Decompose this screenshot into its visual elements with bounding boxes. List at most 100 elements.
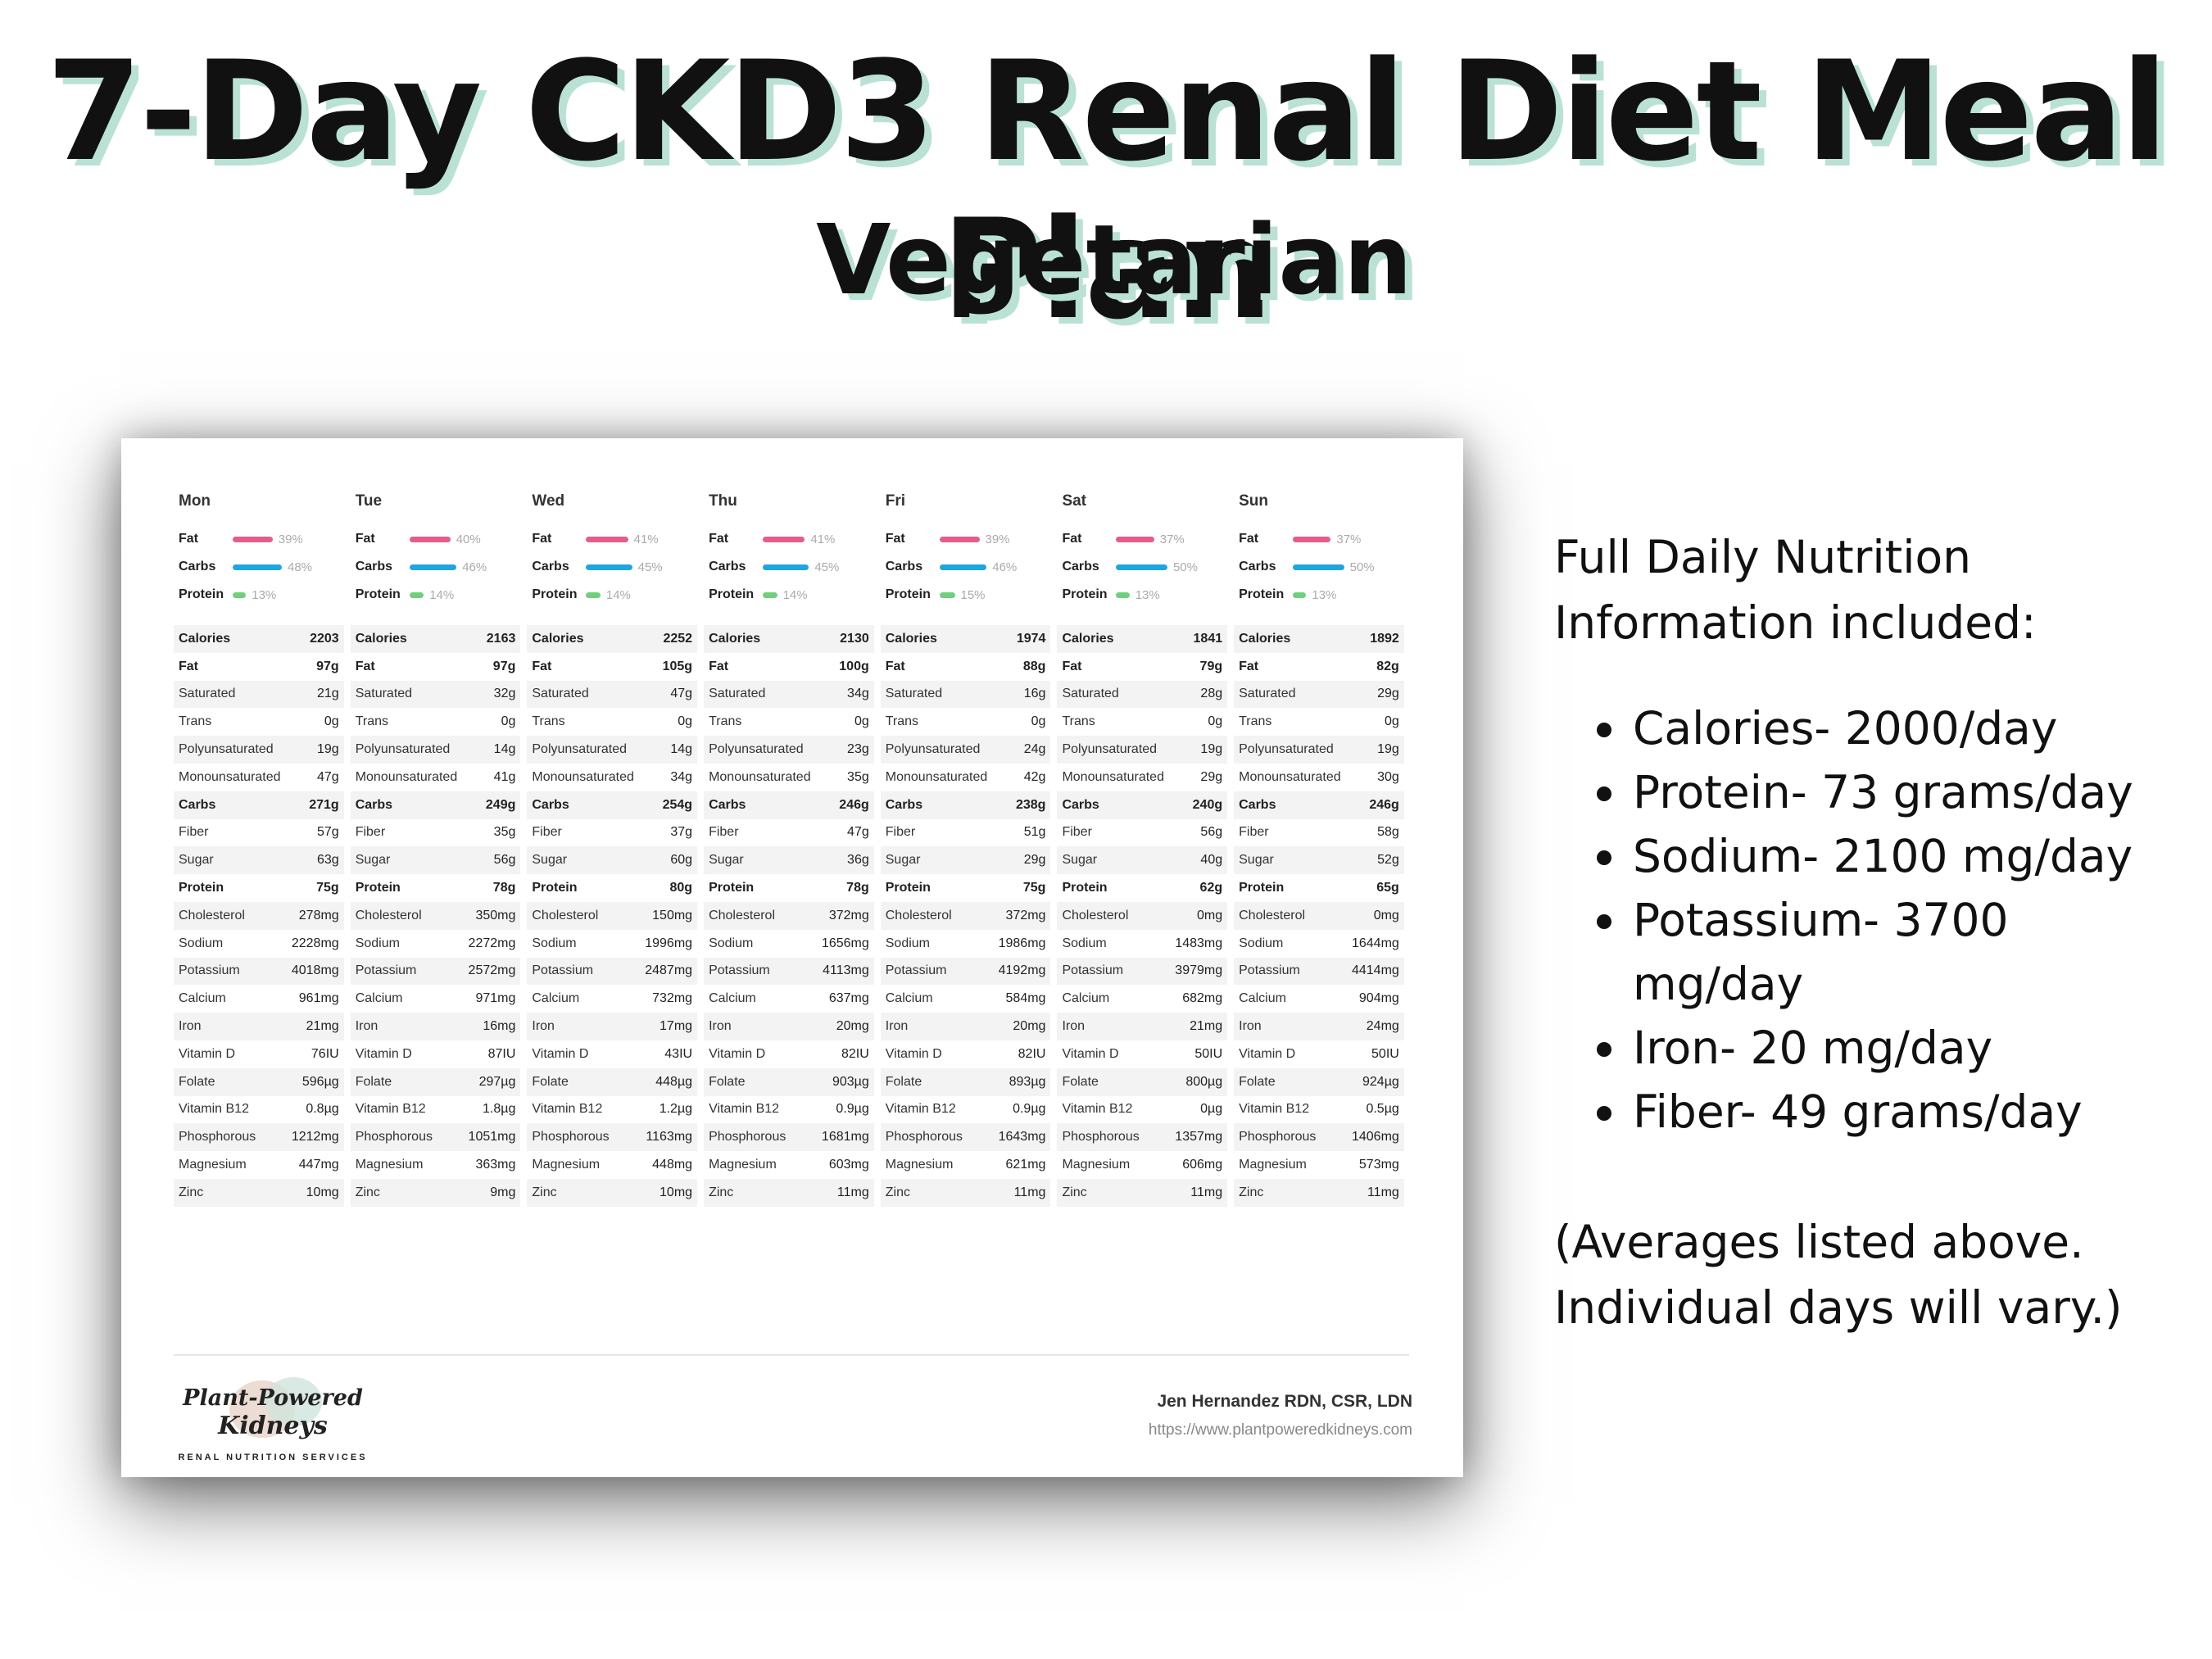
nutrition-row: Sodium 1996mg bbox=[527, 930, 697, 958]
macro-row-protein: Protein 15% bbox=[886, 581, 1051, 609]
macro-percent: 41% bbox=[810, 532, 836, 546]
nutrition-table: Calories 2203 Fat 97g Saturated 21g Trans 0g Pol… bbox=[174, 625, 344, 1207]
nutrition-row: Magnesium 621mg bbox=[881, 1151, 1051, 1179]
nutrition-row: Polyunsaturated 23g bbox=[704, 736, 874, 764]
nutrient-label: Saturated bbox=[1062, 687, 1119, 701]
nutrient-label: Magnesium bbox=[709, 1158, 777, 1172]
macro-percent: 40% bbox=[456, 532, 481, 546]
info-list-item: Calories- 2000/day bbox=[1597, 696, 2193, 760]
nutrition-table: Calories 2252 Fat 105g Saturated 47g Trans 0g Po… bbox=[527, 625, 698, 1207]
nutrient-label: Calcium bbox=[1062, 991, 1110, 1006]
nutrition-row: Folate 297µg bbox=[350, 1067, 521, 1096]
nutrition-row: Carbs 240g bbox=[1057, 791, 1228, 819]
nutrition-row: Vitamin D 50IU bbox=[1234, 1040, 1404, 1068]
nutrient-value: 971mg bbox=[475, 991, 516, 1006]
macro-row-fat: Fat 37% bbox=[1062, 525, 1227, 553]
nutrient-label: Vitamin B12 bbox=[1239, 1102, 1310, 1117]
nutrition-row: Folate 596µg bbox=[174, 1067, 344, 1096]
nutrient-label: Cholesterol bbox=[355, 908, 422, 922]
nutrient-value: 0g bbox=[678, 714, 693, 729]
nutrient-value: 246g bbox=[1369, 797, 1399, 812]
nutrition-row: Sugar 40g bbox=[1057, 846, 1228, 875]
nutrition-row: Cholesterol 372mg bbox=[704, 901, 874, 930]
macro-label: Fat bbox=[355, 532, 375, 546]
nutrient-value: 14g bbox=[670, 742, 693, 757]
nutrition-row: Saturated 16g bbox=[880, 680, 1051, 709]
macro-percent: 13% bbox=[1135, 587, 1160, 602]
nutrition-row: Vitamin B12 1.8µg bbox=[351, 1096, 521, 1124]
nutrient-value: 58g bbox=[1377, 825, 1399, 840]
nutrient-label: Polyunsaturated bbox=[1239, 742, 1334, 757]
nutrient-label: Sugar bbox=[709, 853, 744, 868]
nutrition-row: Protein 65g bbox=[1234, 874, 1404, 902]
macro-bar-fat bbox=[939, 536, 980, 542]
macro-label: Carbs bbox=[1062, 560, 1099, 573]
nutrient-label: Trans bbox=[1062, 714, 1095, 729]
nutrition-row: Fiber 35g bbox=[351, 819, 521, 847]
nutrient-label: Carbs bbox=[179, 797, 216, 812]
info-heading-line: Information included: bbox=[1554, 596, 2037, 649]
macro-bar-fat bbox=[1293, 536, 1331, 542]
day-column-wed: Wed Fat 41% Carbs 45% Protein 14% Calories 2252 F… bbox=[527, 492, 704, 1207]
nutrition-row: Zinc 11mg bbox=[1057, 1178, 1228, 1207]
nutrition-row: Sodium 2272mg bbox=[351, 930, 521, 958]
nutrition-row: Fiber 58g bbox=[1234, 819, 1404, 847]
nutrient-value: 150mg bbox=[652, 908, 693, 922]
nutrition-row: Cholesterol 372mg bbox=[880, 901, 1051, 930]
nutrition-row: Calories 2163 bbox=[350, 625, 521, 653]
day-name: Tue bbox=[355, 492, 383, 510]
nutrient-value: 363mg bbox=[475, 1158, 516, 1172]
logo-blob bbox=[265, 1377, 322, 1426]
nutrient-value: 0.9µg bbox=[1013, 1102, 1046, 1117]
nutrient-label: Monounsaturated bbox=[885, 769, 988, 784]
macro-row-fat: Fat 37% bbox=[1239, 525, 1404, 553]
nutrient-label: Magnesium bbox=[885, 1158, 954, 1172]
nutrient-value: 961mg bbox=[298, 991, 339, 1006]
nutrition-row: Sugar 36g bbox=[704, 846, 874, 875]
macro-label: Fat bbox=[885, 532, 905, 546]
nutrient-label: Polyunsaturated bbox=[1062, 742, 1158, 757]
nutrient-value: 79g bbox=[1199, 659, 1223, 673]
nutrient-value: 903µg bbox=[832, 1074, 869, 1089]
nutrition-row: Phosphorous 1681mg bbox=[704, 1123, 874, 1152]
macro-percent: 37% bbox=[1159, 532, 1185, 546]
nutrient-label: Zinc bbox=[885, 1185, 910, 1199]
nutrient-value: 20mg bbox=[1013, 1019, 1046, 1034]
nutrition-row: Potassium 4414mg bbox=[1234, 957, 1404, 986]
macro-row-fat: Fat 39% bbox=[886, 525, 1051, 553]
macro-label: Protein bbox=[1062, 587, 1108, 601]
nutrient-value: 10mg bbox=[660, 1185, 693, 1199]
nutrient-label: Vitamin D bbox=[709, 1046, 766, 1061]
nutrient-label: Protein bbox=[1062, 881, 1108, 895]
macro-label: Carbs bbox=[355, 560, 393, 573]
nutrition-row: Vitamin B12 1.2µg bbox=[527, 1096, 697, 1124]
macro-row-protein: Protein 13% bbox=[179, 581, 344, 609]
nutrient-label: Magnesium bbox=[532, 1158, 601, 1172]
nutrient-value: 80g bbox=[669, 881, 693, 895]
day-name: Mon bbox=[179, 492, 211, 510]
nutrient-value: 240g bbox=[1192, 797, 1223, 812]
nutrition-row: Potassium 2487mg bbox=[527, 957, 698, 986]
info-list-item: Protein- 73 grams/day bbox=[1597, 760, 2193, 824]
nutrient-label: Phosphorous bbox=[1239, 1130, 1317, 1145]
nutrition-row: Vitamin D 82IU bbox=[881, 1040, 1051, 1068]
nutrition-row: Iron 20mg bbox=[704, 1013, 874, 1040]
nutrient-value: 56g bbox=[493, 853, 516, 868]
nutrition-row: Cholesterol 0mg bbox=[1234, 901, 1404, 930]
nutrient-label: Vitamin B12 bbox=[709, 1102, 780, 1117]
nutrient-value: 20mg bbox=[836, 1019, 869, 1034]
macro-percent: 48% bbox=[288, 560, 313, 574]
macro-row-protein: Protein 14% bbox=[709, 581, 874, 609]
nutrition-row: Phosphorous 1406mg bbox=[1234, 1123, 1404, 1152]
macro-bar-protein bbox=[586, 592, 601, 598]
macro-bar-carbs bbox=[409, 564, 457, 570]
info-heading-line: Full Daily Nutrition bbox=[1554, 531, 1971, 583]
nutrition-row: Vitamin B12 0.9µg bbox=[881, 1096, 1051, 1124]
info-note-line: (Averages listed above. bbox=[1554, 1216, 2084, 1268]
nutrition-row: Folate 893µg bbox=[880, 1067, 1051, 1096]
macro-bar-carbs bbox=[763, 564, 809, 570]
nutrition-row: Fiber 57g bbox=[174, 819, 344, 847]
nutrient-label: Potassium bbox=[885, 963, 947, 978]
nutrition-row: Protein 75g bbox=[174, 874, 344, 902]
nutrition-row: Phosphorous 1357mg bbox=[1057, 1123, 1228, 1152]
